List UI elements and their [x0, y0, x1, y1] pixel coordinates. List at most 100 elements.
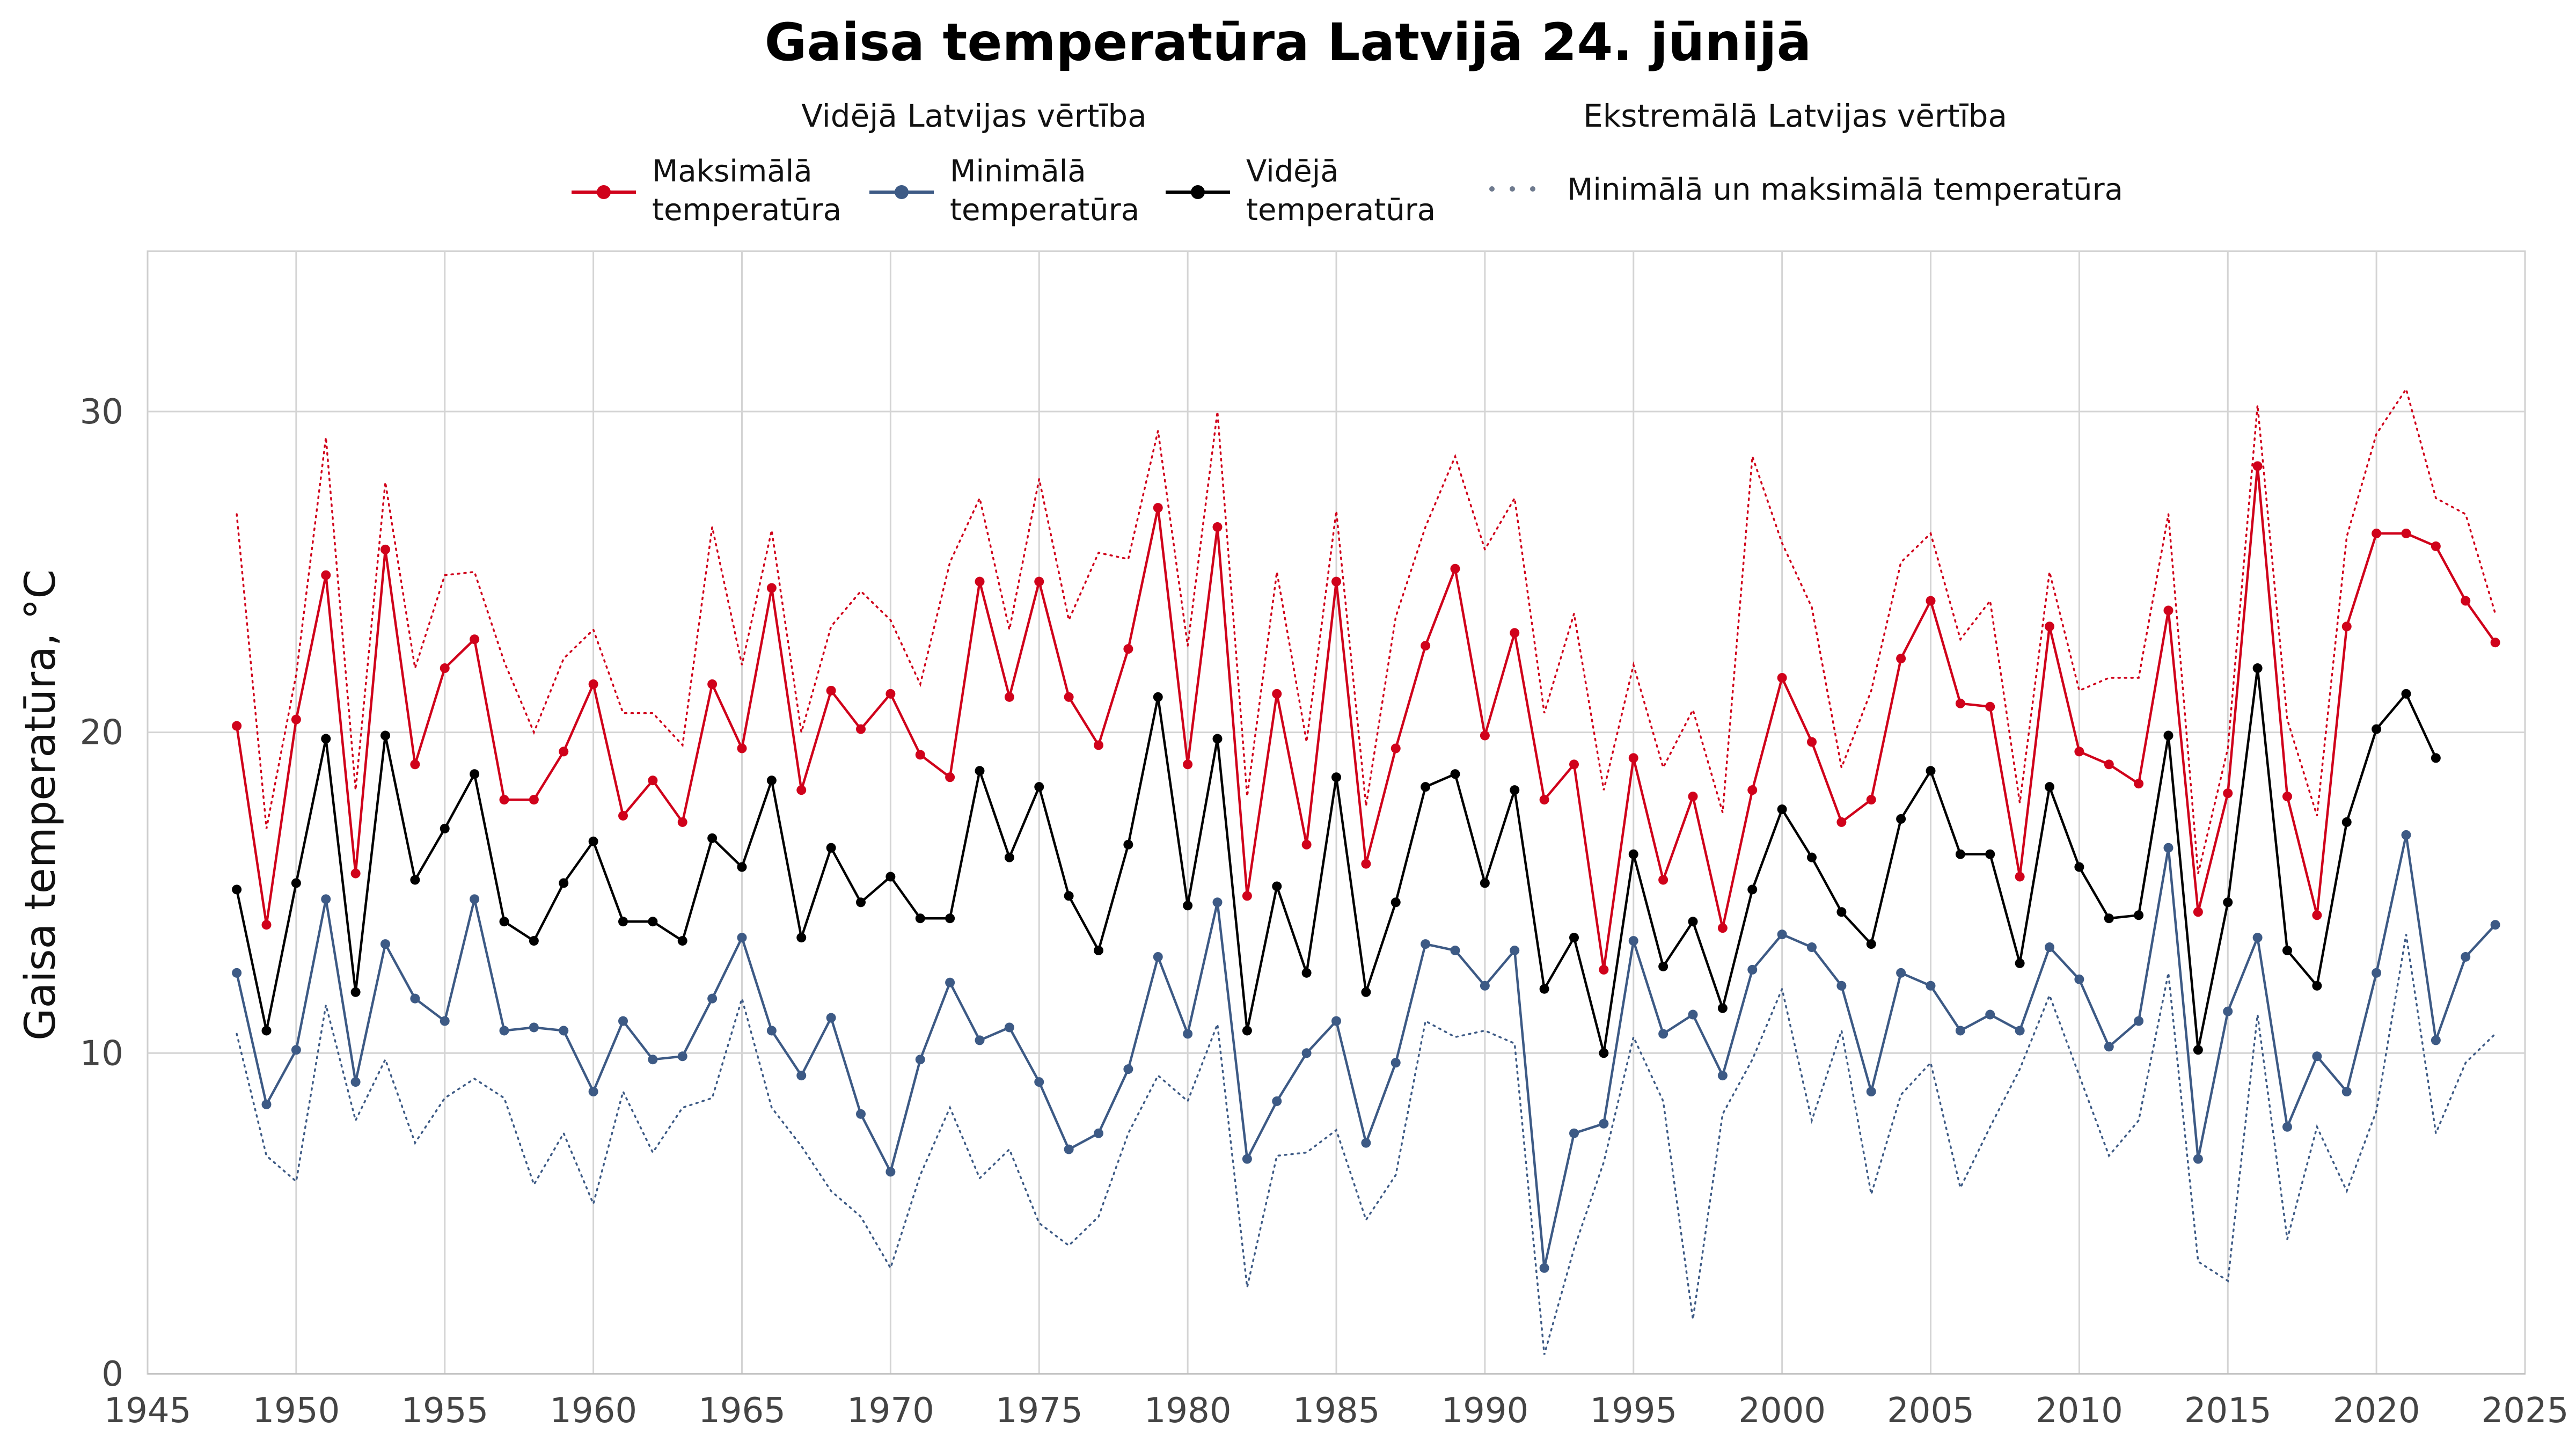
point-mean [1331, 772, 1341, 782]
point-min [470, 894, 480, 904]
point-max [945, 772, 955, 782]
point-min [291, 1045, 301, 1055]
x-tick-label: 1950 [252, 1391, 340, 1431]
point-min [1539, 1263, 1549, 1273]
point-min [440, 1016, 450, 1026]
point-mean [1896, 814, 1906, 824]
point-mean [2193, 1045, 2203, 1055]
point-max [588, 679, 598, 689]
point-max [232, 721, 242, 731]
point-max [559, 747, 569, 757]
point-max [410, 759, 420, 770]
point-max [737, 743, 747, 753]
x-tick-label: 2005 [1887, 1391, 1974, 1431]
point-max [1836, 817, 1847, 827]
point-mean [499, 917, 509, 927]
point-mean [321, 734, 331, 744]
point-min [1421, 939, 1431, 949]
point-min [677, 1051, 687, 1062]
point-min [707, 993, 718, 1004]
legend-swatch-marker-max [597, 185, 611, 199]
point-max [1628, 753, 1638, 763]
legend-swatch-dot-extreme [1489, 186, 1495, 192]
point-mean [1539, 984, 1549, 994]
y-axis-title: Gaisa temperatūra, °C [17, 569, 65, 1041]
point-max [1421, 641, 1431, 651]
point-mean [856, 897, 866, 908]
point-mean [2223, 897, 2233, 908]
legend-items [572, 185, 1535, 199]
point-min [1212, 897, 1223, 908]
point-mean [1004, 852, 1014, 862]
point-mean [945, 913, 955, 924]
point-max [2193, 907, 2203, 917]
point-min [1658, 1029, 1668, 1039]
legend-group-extreme-title: Ekstremālā Latvijas vērtība [1583, 98, 2007, 134]
point-max [1985, 701, 1995, 712]
point-mean [2015, 958, 2025, 968]
point-max [1866, 795, 1876, 805]
point-max [1004, 692, 1014, 702]
x-tick-label: 1955 [401, 1391, 488, 1431]
point-max [1777, 672, 1787, 683]
point-min [1717, 1071, 1728, 1081]
point-min [1123, 1064, 1133, 1074]
x-tick-label: 2025 [2482, 1391, 2569, 1431]
point-max [1747, 785, 1758, 795]
point-mean [707, 833, 718, 843]
point-mean [2401, 689, 2411, 699]
point-min [1807, 942, 1817, 953]
point-max [1955, 698, 1965, 708]
point-max [915, 750, 925, 760]
point-max [2401, 528, 2411, 538]
point-max [2045, 621, 2054, 632]
point-min [410, 993, 420, 1004]
point-min [2252, 933, 2263, 943]
point-mean [1123, 839, 1133, 850]
point-min [1569, 1128, 1579, 1138]
point-mean [1628, 849, 1638, 859]
point-max [1391, 743, 1401, 753]
point-min [945, 977, 955, 987]
legend-label-mean-line2: temperatūra [1246, 193, 1436, 228]
point-mean [2312, 980, 2322, 991]
x-axis-ticks: 1945 1950 1955 1960 1965 1970 1975 1980 1985 1990… [104, 1391, 2569, 1431]
point-mean [915, 913, 925, 924]
point-min [1450, 946, 1460, 956]
point-mean [1421, 782, 1431, 792]
point-min [380, 939, 390, 949]
point-min [1747, 964, 1758, 975]
point-min [1064, 1144, 1074, 1154]
point-mean [1510, 785, 1520, 795]
point-mean [529, 936, 539, 946]
point-mean [559, 878, 569, 888]
point-mean [1450, 769, 1460, 779]
y-tick-label: 10 [80, 1034, 123, 1073]
point-min [1896, 968, 1906, 978]
point-mean [826, 843, 836, 853]
point-min [648, 1055, 658, 1065]
point-mean [1183, 901, 1193, 911]
point-max [2252, 461, 2263, 471]
point-max [2134, 779, 2144, 789]
point-min [1628, 936, 1638, 946]
point-mean [261, 1026, 272, 1036]
point-max [2015, 872, 2025, 882]
point-max [2163, 605, 2174, 616]
x-tick-label: 1960 [550, 1391, 637, 1431]
x-tick-label: 1990 [1441, 1391, 1528, 1431]
point-min [1153, 952, 1163, 962]
point-min [885, 1167, 896, 1177]
point-mean [470, 769, 480, 779]
point-max [1450, 564, 1460, 574]
point-mean [1272, 881, 1282, 891]
point-min [2461, 952, 2471, 962]
point-max [440, 663, 450, 674]
legend-swatch-dot-extreme [1510, 186, 1515, 192]
point-min [350, 1077, 361, 1087]
point-mean [2104, 913, 2114, 924]
legend-group-mean-title: Vidējā Latvijas vērtība [801, 98, 1147, 134]
point-mean [1688, 917, 1698, 927]
point-mean [975, 766, 985, 776]
point-mean [1955, 849, 1965, 859]
